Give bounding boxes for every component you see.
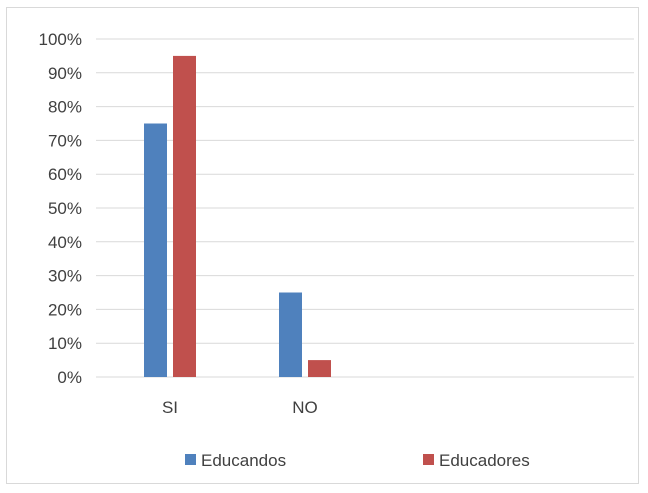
bar-si-educadores <box>173 55 196 378</box>
y-tick-label: 60% <box>48 165 82 184</box>
legend-label: Educandos <box>201 451 286 470</box>
chart-frame <box>6 7 639 484</box>
y-tick-label: 10% <box>48 334 82 353</box>
bars <box>144 55 331 378</box>
y-tick-label: 70% <box>48 131 82 150</box>
legend-label: Educadores <box>439 451 530 470</box>
y-tick-label: 80% <box>48 98 82 117</box>
legend-swatch <box>185 454 196 465</box>
y-tick-label: 50% <box>48 199 82 218</box>
y-tick-label: 90% <box>48 64 82 83</box>
legend: Educandos Educadores <box>185 451 530 470</box>
x-category-label: NO <box>292 398 318 417</box>
y-tick-label: 30% <box>48 267 82 286</box>
bar-no-educadores <box>308 360 331 377</box>
bar-no-educandos <box>279 292 302 377</box>
x-category-label: SI <box>162 398 178 417</box>
bar-si-educandos <box>144 123 167 377</box>
legend-swatch <box>423 454 434 465</box>
y-tick-label: 40% <box>48 233 82 252</box>
x-axis-category-labels: SI NO <box>162 398 318 417</box>
y-axis-tick-labels: 0% 10% 20% 30% 40% 50% 60% 70% 80% 90% 100% <box>39 30 82 387</box>
y-tick-label: 100% <box>39 30 82 49</box>
y-tick-label: 20% <box>48 300 82 319</box>
y-tick-label: 0% <box>57 368 82 387</box>
